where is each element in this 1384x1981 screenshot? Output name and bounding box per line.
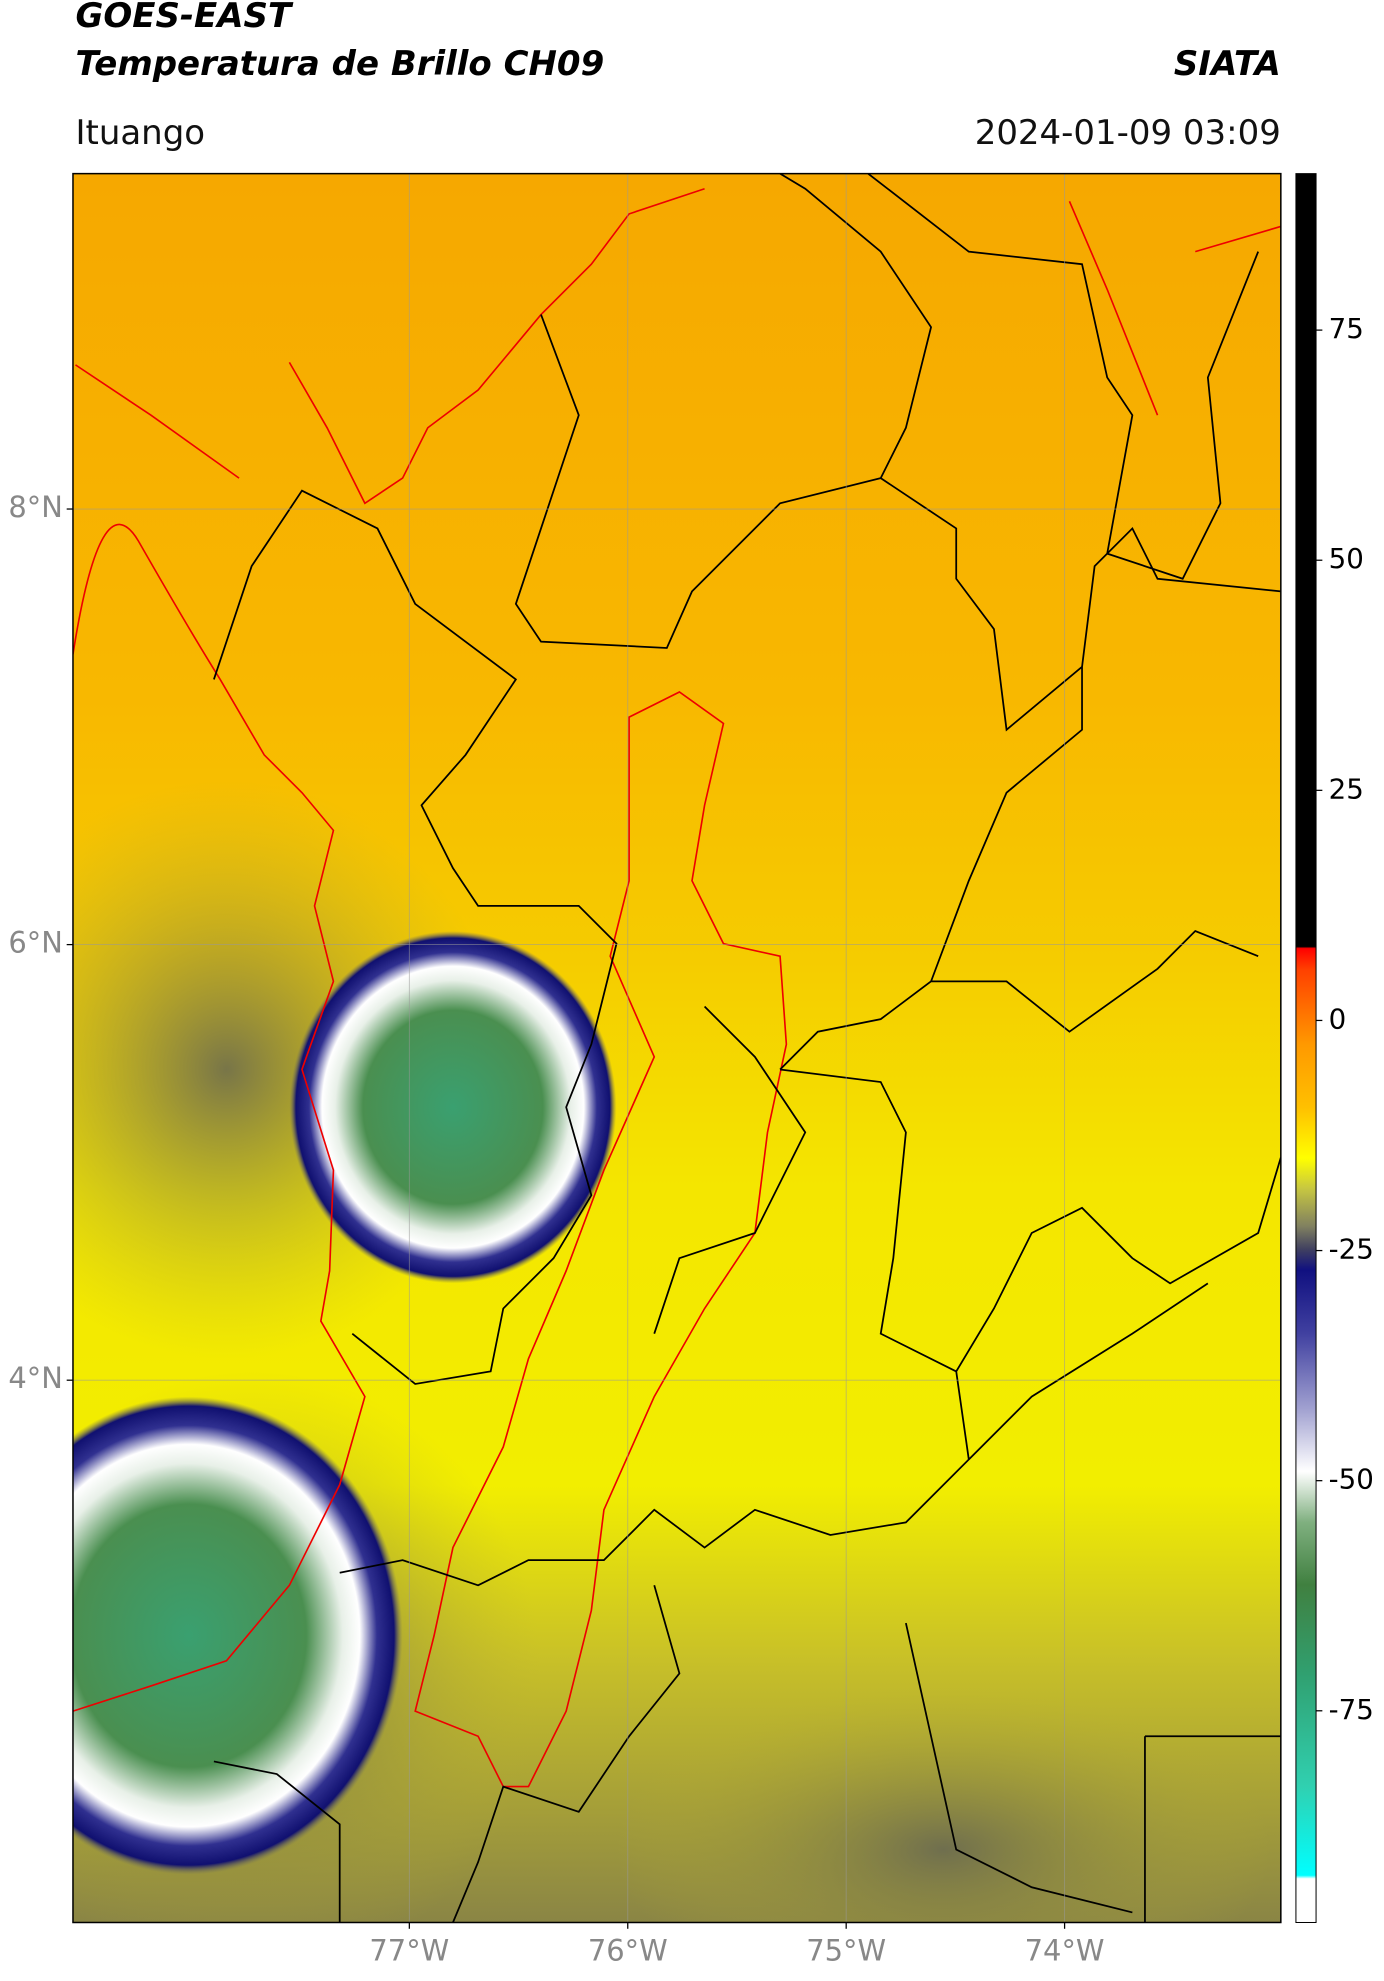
colorbar-tick-label: 50 xyxy=(1329,542,1364,575)
colorbar-tick-label: -25 xyxy=(1329,1233,1374,1266)
colorbar-tick-label: 75 xyxy=(1329,312,1364,345)
datetime: 2024-01-09 03:09 xyxy=(975,113,1281,153)
satellite: GOES-EAST xyxy=(75,0,293,36)
lat-tick-label: 4°N xyxy=(8,1361,63,1395)
location: Ituango xyxy=(75,113,205,153)
map-field xyxy=(72,173,1281,1923)
agency: SIATA xyxy=(1174,44,1281,84)
colorbar-tick-label: 0 xyxy=(1329,1002,1347,1035)
department-boundary xyxy=(213,173,1281,1923)
lon-tick-label: 74°W xyxy=(1025,1934,1105,1968)
convective-cloud xyxy=(72,1396,403,1875)
colorbar-tick-label: -75 xyxy=(1329,1693,1374,1726)
department-boundary xyxy=(414,691,788,1788)
product: Temperatura de Brillo CH09 xyxy=(75,44,604,84)
lat-tick-label: 6°N xyxy=(8,926,63,960)
lon-tick-label: 75°W xyxy=(806,1934,886,1968)
colorbar-ticks: 75 50 25 0 -25 -50 -75 xyxy=(1316,312,1374,1726)
cold-area xyxy=(616,1686,1271,1923)
coastline xyxy=(72,187,1281,1712)
colorbar-tick-label: -50 xyxy=(1329,1463,1374,1496)
colorbar-tick-label: 25 xyxy=(1329,772,1364,805)
lon-tick-label: 77°W xyxy=(369,1934,449,1968)
map-frame xyxy=(72,172,1282,1924)
convective-cloud xyxy=(289,931,617,1284)
lat-tick-label: 8°N xyxy=(8,490,63,524)
colorbar xyxy=(1295,173,1317,1923)
lon-tick-label: 76°W xyxy=(588,1934,668,1968)
graticule: 8°N 6°N 4°N 77°W 76°W 75°W 74°W xyxy=(8,173,1281,1968)
